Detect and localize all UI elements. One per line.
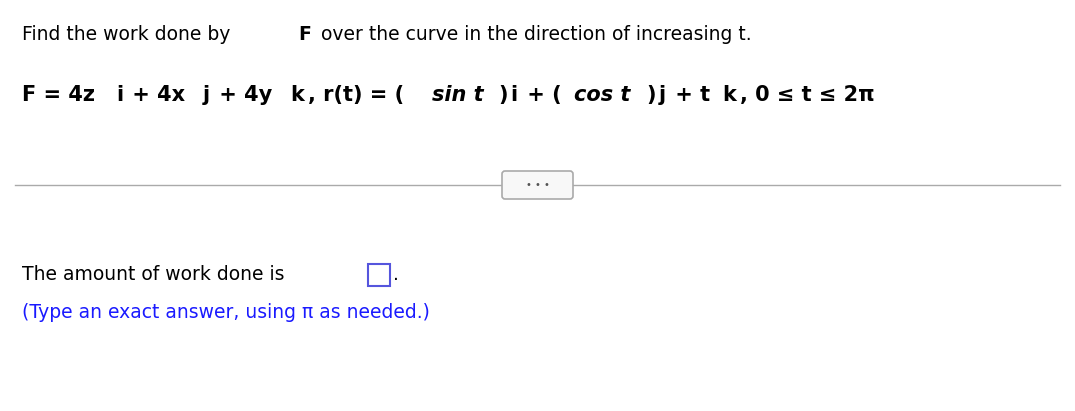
Text: sin t: sin t <box>432 85 484 105</box>
Text: i: i <box>511 85 518 105</box>
Text: + 4x: + 4x <box>126 85 186 105</box>
Text: + (: + ( <box>520 85 561 105</box>
Text: i: i <box>116 85 124 105</box>
Text: Find the work done by: Find the work done by <box>22 25 236 44</box>
Text: ): ) <box>499 85 508 105</box>
FancyBboxPatch shape <box>369 264 390 286</box>
Text: • • •: • • • <box>526 180 549 190</box>
Text: F: F <box>299 25 312 44</box>
Text: cos t: cos t <box>574 85 630 105</box>
Text: The amount of work done is: The amount of work done is <box>22 266 290 284</box>
Text: , r(t) = (: , r(t) = ( <box>307 85 404 105</box>
Text: (Type an exact answer, using π as needed.): (Type an exact answer, using π as needed… <box>22 303 430 323</box>
Text: j: j <box>659 85 665 105</box>
Text: , 0 ≤ t ≤ 2π: , 0 ≤ t ≤ 2π <box>740 85 875 105</box>
Text: + t: + t <box>668 85 710 105</box>
Text: ): ) <box>646 85 656 105</box>
Text: + 4y: + 4y <box>212 85 272 105</box>
Text: F = 4z: F = 4z <box>22 85 95 105</box>
Text: j: j <box>203 85 210 105</box>
Text: over the curve in the direction of increasing t.: over the curve in the direction of incre… <box>315 25 751 44</box>
Text: k: k <box>290 85 304 105</box>
Text: .: . <box>393 266 399 284</box>
Text: k: k <box>722 85 736 105</box>
FancyBboxPatch shape <box>502 171 573 199</box>
